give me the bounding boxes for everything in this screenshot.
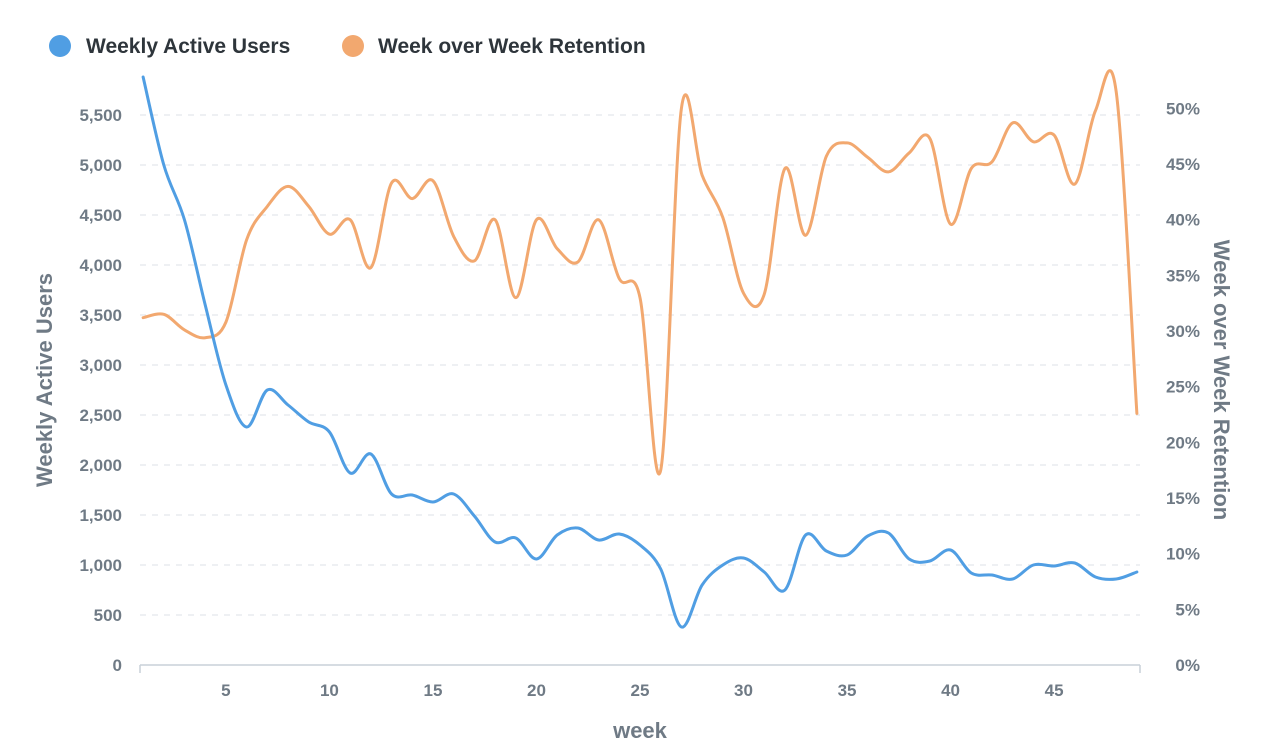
gridlines: [140, 114, 1140, 616]
series-line-weekly-active-users: [141, 75, 1139, 629]
y-right-axis-title: Week over Week Retention: [1209, 240, 1234, 520]
legend-item-week-over-week-retention[interactable]: Week over Week Retention: [342, 35, 646, 58]
y-right-tick-label: 25%: [1166, 378, 1200, 397]
x-tick-label: 10: [320, 681, 339, 700]
y-left-tick-label: 3,500: [79, 306, 122, 325]
y-right-axis: 0% 5% 10% 15% 20% 25% 30% 35% 40% 45% 50%: [1166, 99, 1200, 675]
y-left-axis: 0 500 1,000 1,500 2,000 2,500 3,000 3,500 4,000 4…: [79, 106, 122, 675]
y-left-tick-label: 2,500: [79, 406, 122, 425]
x-tick-label: 35: [838, 681, 857, 700]
series-layer: [141, 69, 1139, 629]
y-right-tick-label: 50%: [1166, 99, 1200, 118]
x-tick-label: 30: [734, 681, 753, 700]
y-right-tick-label: 30%: [1166, 322, 1200, 341]
y-left-tick-label: 4,000: [79, 256, 122, 275]
x-tick-label: 40: [941, 681, 960, 700]
y-left-tick-label: 5,500: [79, 106, 122, 125]
x-axis: 5 10 15 20 25 30 35 40 45: [139, 664, 1141, 700]
legend-label-weekly-active-users: Weekly Active Users: [86, 35, 290, 58]
x-tick-label: 45: [1045, 681, 1064, 700]
y-right-tick-label: 0%: [1175, 656, 1200, 675]
y-right-tick-label: 40%: [1166, 211, 1200, 230]
y-right-tick-label: 10%: [1166, 545, 1200, 564]
series-line-week-over-week-retention: [141, 69, 1139, 476]
x-tick-label: 15: [423, 681, 442, 700]
y-left-tick-label: 0: [113, 656, 122, 675]
y-left-tick-label: 5,000: [79, 156, 122, 175]
y-left-tick-label: 1,000: [79, 556, 122, 575]
legend: Weekly Active Users Week over Week Reten…: [49, 35, 646, 58]
y-right-tick-label: 20%: [1166, 433, 1200, 452]
legend-item-weekly-active-users[interactable]: Weekly Active Users: [49, 35, 290, 58]
y-right-tick-label: 5%: [1175, 600, 1200, 619]
legend-label-week-over-week-retention: Week over Week Retention: [378, 35, 646, 58]
y-left-tick-label: 500: [94, 606, 122, 625]
legend-swatch-week-over-week-retention: [342, 35, 364, 57]
legend-swatch-weekly-active-users: [49, 35, 71, 57]
y-left-tick-label: 3,000: [79, 356, 122, 375]
x-tick-label: 20: [527, 681, 546, 700]
y-left-tick-label: 2,000: [79, 456, 122, 475]
x-tick-label: 25: [631, 681, 650, 700]
y-right-tick-label: 15%: [1166, 489, 1200, 508]
y-left-axis-title: Weekly Active Users: [32, 273, 57, 487]
y-left-tick-label: 4,500: [79, 206, 122, 225]
y-right-tick-label: 45%: [1166, 155, 1200, 174]
x-axis-title: week: [612, 718, 668, 743]
x-tick-label: 5: [221, 681, 230, 700]
y-right-tick-label: 35%: [1166, 266, 1200, 285]
y-left-tick-label: 1,500: [79, 506, 122, 525]
